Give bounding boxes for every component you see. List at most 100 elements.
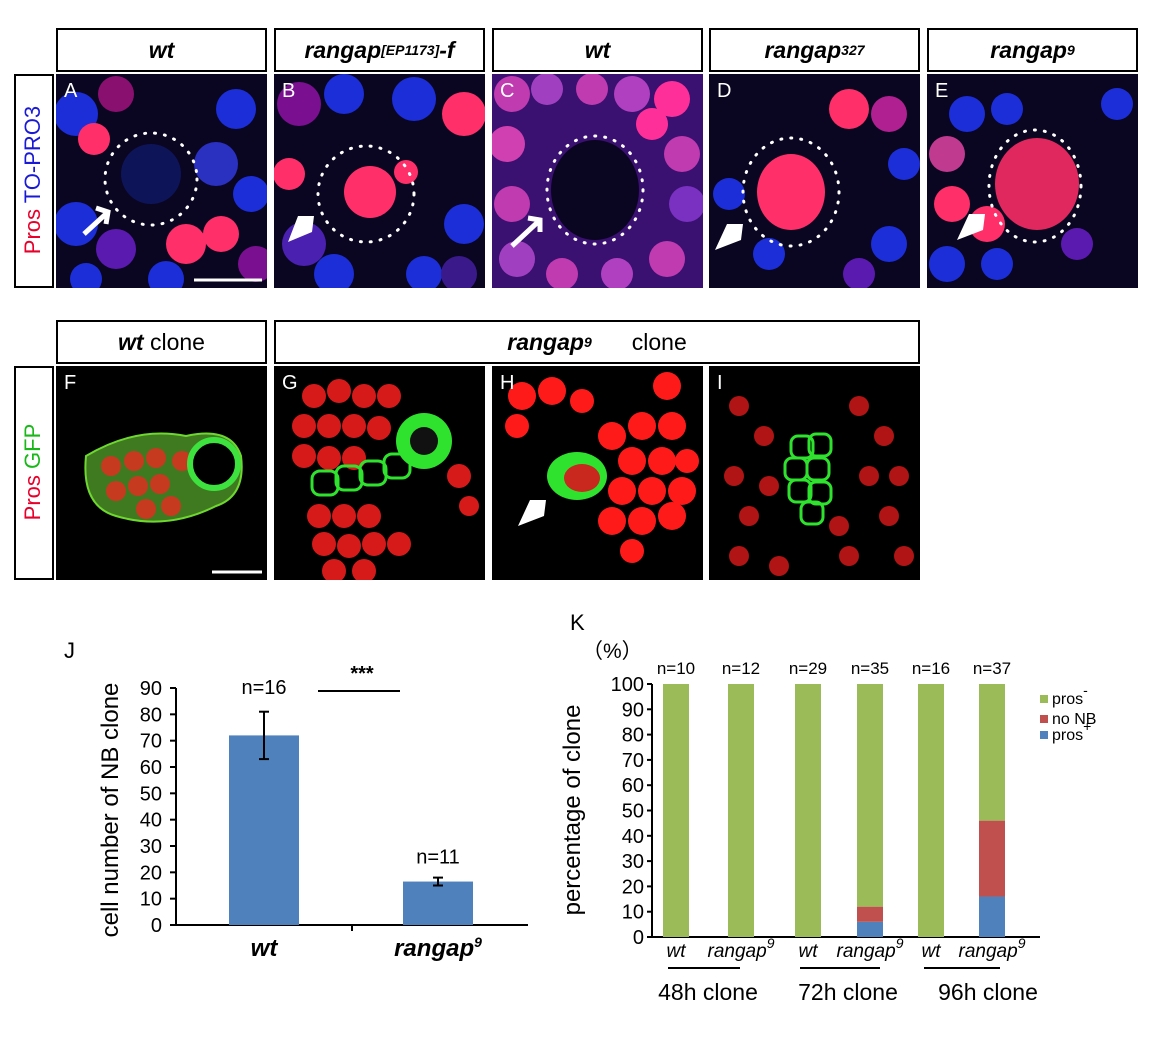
n-label: n=16 — [912, 659, 950, 678]
micrograph-panel-e: E — [927, 74, 1138, 288]
bar-segment-pros-plus — [857, 921, 883, 937]
bar-segment-pros-minus — [857, 684, 883, 907]
header-text: rangap — [304, 36, 382, 63]
x-category-label: wt — [251, 935, 279, 962]
legend-swatch — [1040, 731, 1048, 739]
legend-swatch — [1040, 715, 1048, 723]
side-label-box-row1 — [14, 74, 54, 288]
panel-label-j: J — [64, 638, 75, 663]
label-pros: Pros — [20, 475, 45, 521]
y-tick-label: 20 — [622, 876, 644, 898]
y-tick-label: 50 — [140, 783, 162, 805]
header-rangap9-clone: rangap 9 clone — [274, 320, 920, 364]
chart-j: J cell number of NB clone 0 10 20 30 40 50 60 7… — [64, 638, 528, 962]
header-text: wt — [584, 36, 611, 63]
header-sup: 9 — [1066, 42, 1075, 58]
bar — [229, 735, 299, 925]
y-tick-label: 60 — [140, 757, 162, 779]
x-category-label: wt — [667, 941, 687, 962]
bar — [403, 881, 473, 925]
y-tick-label: 100 — [611, 674, 644, 696]
x-category-label: wt — [922, 941, 942, 962]
header-rest: clone — [631, 328, 687, 355]
legend-label: pros+ — [1052, 718, 1091, 744]
side-label-row2: Pros GFP — [20, 367, 48, 577]
panel-label-b: B — [282, 80, 296, 102]
y-tick-label: 10 — [140, 889, 162, 911]
x-category-label: rangap9 — [837, 935, 904, 962]
group-label: 48h clone — [658, 979, 758, 1005]
n-label: n=12 — [722, 659, 760, 678]
micrograph-panel-g: G — [274, 366, 485, 580]
header-sup: [EP1173] — [381, 42, 440, 58]
header-text: wt — [148, 36, 175, 63]
header-suffix: -f — [439, 36, 455, 63]
legend-swatch — [1040, 695, 1048, 703]
panel-label-c: C — [500, 80, 515, 102]
bar-segment-pros-plus — [979, 896, 1005, 937]
label-topro3: TO-PRO3 — [20, 105, 45, 204]
y-tick-label: 20 — [140, 862, 162, 884]
bar-segment-no-nb — [979, 820, 1005, 897]
header-wt-clone: wt clone — [56, 320, 267, 364]
micrograph-image-b — [274, 74, 485, 288]
micrograph-image-e — [927, 74, 1138, 288]
micrograph-image-a — [56, 74, 267, 288]
micrograph-panel-d: D — [709, 74, 920, 288]
chart-k-ylabel: percentage of clone — [560, 705, 586, 916]
micrograph-panel-i: I — [709, 366, 920, 580]
y-tick-label: 60 — [622, 775, 644, 797]
y-tick-label: 40 — [622, 826, 644, 848]
micrograph-image-i — [709, 366, 920, 580]
n-label: n=11 — [416, 847, 460, 869]
n-label: n=16 — [241, 677, 286, 699]
y-tick-label: 0 — [151, 915, 162, 937]
panel-label-h: H — [500, 372, 515, 394]
header-rangap-ep1173: rangap [EP1173] -f — [274, 28, 485, 72]
x-category-label: rangap9 — [959, 935, 1026, 962]
side-label-row1: Pros TO-PRO3 — [20, 75, 48, 285]
x-category-label: wt — [799, 941, 819, 962]
header-main: rangap — [507, 328, 584, 355]
header-sup: 327 — [841, 42, 865, 58]
micrograph-image-d — [709, 74, 920, 288]
header-wt-c: wt — [492, 28, 703, 72]
chart-j-plot: 0 10 20 30 40 50 60 70 80 90 n=16 wt n=11 rangap9 — [140, 677, 528, 962]
header-text: rangap — [764, 36, 842, 63]
header-rangap-9: rangap 9 — [927, 28, 1138, 72]
y-tick-label: 50 — [622, 801, 644, 823]
header-wt-a: wt — [56, 28, 267, 72]
n-label: n=10 — [657, 659, 695, 678]
micrograph-image-f — [56, 366, 267, 580]
micrograph-panel-b: B — [274, 74, 485, 288]
n-label: n=37 — [973, 659, 1011, 678]
micrograph-panel-a: A — [56, 74, 267, 288]
y-tick-label: 90 — [140, 678, 162, 700]
panel-label-f: F — [64, 372, 77, 394]
y-tick-label: 70 — [140, 731, 162, 753]
panel-label-e: E — [935, 80, 949, 102]
panel-label-g: G — [282, 372, 298, 394]
n-label: n=35 — [851, 659, 889, 678]
y-tick-label: 30 — [140, 836, 162, 858]
bar-segment-pros-minus — [728, 684, 754, 937]
y-tick-label: 40 — [140, 810, 162, 832]
micrograph-panel-c: C — [492, 74, 703, 288]
micrograph-panel-f: F — [56, 366, 267, 580]
legend-label: no NB — [1052, 711, 1096, 728]
y-tick-label: 30 — [622, 851, 644, 873]
y-tick-label: 10 — [622, 902, 644, 924]
label-gfp: GFP — [20, 423, 45, 469]
panel-label-a: A — [64, 80, 78, 102]
header-rangap-327: rangap 327 — [709, 28, 920, 72]
header-main: wt — [118, 328, 144, 355]
significance-marker: *** — [350, 663, 374, 685]
y-tick-label: 90 — [622, 699, 644, 721]
y-tick-label: 80 — [622, 725, 644, 747]
y-tick-label: 70 — [622, 750, 644, 772]
chart-k-unit: （%） — [582, 640, 643, 663]
chart-k: K （%） percentage of clone 0 10 20 30 40 50 60 7… — [560, 610, 1096, 1005]
header-text: rangap — [990, 36, 1067, 63]
bar-segment-pros-minus — [979, 684, 1005, 821]
micrograph-image-h — [492, 366, 703, 580]
